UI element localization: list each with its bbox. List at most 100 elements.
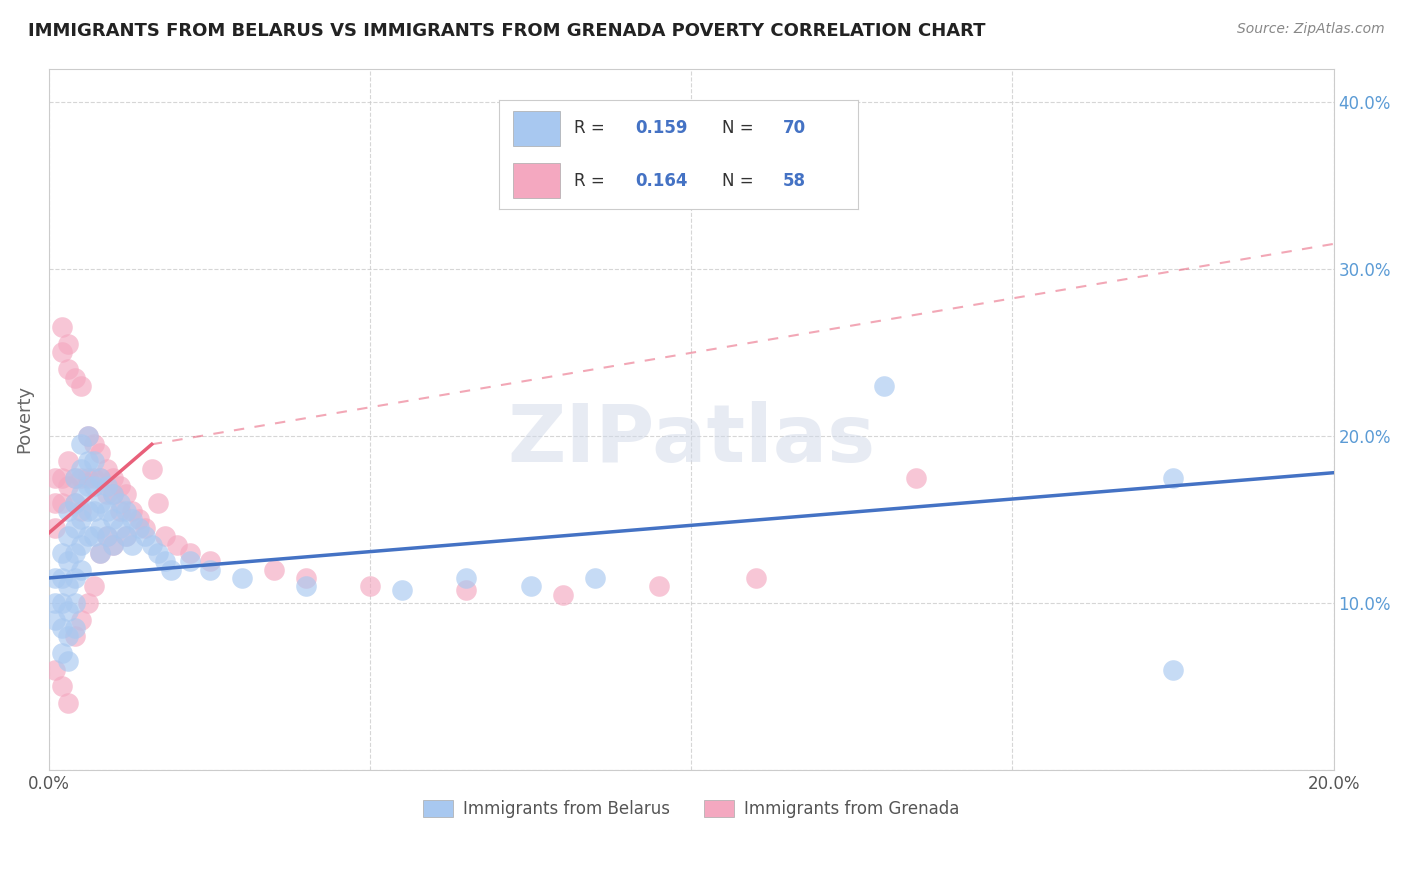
Point <box>70 379 93 393</box>
Point <box>58 529 80 543</box>
Point <box>70 487 93 501</box>
Point <box>103 487 125 501</box>
Point <box>58 554 80 568</box>
Point <box>295 579 318 593</box>
Point <box>295 571 318 585</box>
Point <box>153 554 176 568</box>
Point <box>44 471 66 485</box>
Point <box>873 379 896 393</box>
Point <box>103 512 125 526</box>
Point <box>83 471 105 485</box>
Point <box>76 429 98 443</box>
Point <box>51 596 73 610</box>
Point <box>76 504 98 518</box>
Point <box>103 537 125 551</box>
Point <box>263 563 285 577</box>
Point <box>44 663 66 677</box>
Point <box>70 471 93 485</box>
Point <box>83 454 105 468</box>
Point <box>63 546 86 560</box>
Point <box>115 487 138 501</box>
Point <box>103 537 125 551</box>
Point <box>519 579 541 593</box>
Point <box>70 537 93 551</box>
Point <box>63 471 86 485</box>
Point <box>198 563 221 577</box>
Point <box>83 479 105 493</box>
Point <box>51 680 73 694</box>
Point <box>70 462 93 476</box>
Point <box>115 529 138 543</box>
Point <box>89 496 111 510</box>
Point <box>153 529 176 543</box>
Point <box>83 504 105 518</box>
Point <box>141 537 163 551</box>
Point <box>115 529 138 543</box>
Text: ZIPatlas: ZIPatlas <box>508 401 876 479</box>
Point <box>51 496 73 510</box>
Point <box>160 563 183 577</box>
Point <box>58 579 80 593</box>
Point <box>134 521 156 535</box>
Point <box>108 479 131 493</box>
Point <box>108 496 131 510</box>
Point <box>103 471 125 485</box>
Point <box>44 496 66 510</box>
Point <box>44 613 66 627</box>
Point <box>198 554 221 568</box>
Point <box>76 471 98 485</box>
Point <box>51 621 73 635</box>
Text: Source: ZipAtlas.com: Source: ZipAtlas.com <box>1237 22 1385 37</box>
Point <box>744 571 766 585</box>
Point <box>51 345 73 359</box>
Point <box>63 571 86 585</box>
Point <box>583 571 606 585</box>
Point <box>141 462 163 476</box>
Point <box>648 579 671 593</box>
Point <box>96 462 118 476</box>
Point <box>121 504 143 518</box>
Point <box>76 479 98 493</box>
Point <box>89 546 111 560</box>
Point <box>58 629 80 643</box>
Point <box>44 571 66 585</box>
Point <box>96 487 118 501</box>
Point <box>128 512 150 526</box>
Point <box>108 521 131 535</box>
Point <box>1161 663 1184 677</box>
Point <box>70 437 93 451</box>
Point <box>58 504 80 518</box>
Point <box>76 454 98 468</box>
Point <box>115 504 138 518</box>
Point <box>58 337 80 351</box>
Point <box>58 696 80 710</box>
Point <box>44 596 66 610</box>
Point <box>146 546 169 560</box>
Point <box>76 596 98 610</box>
Point <box>58 362 80 376</box>
Point <box>83 437 105 451</box>
Point <box>166 537 188 551</box>
Point <box>128 521 150 535</box>
Point <box>179 554 201 568</box>
Point <box>51 646 73 660</box>
Point <box>44 521 66 535</box>
Point <box>456 571 478 585</box>
Point <box>134 529 156 543</box>
Point <box>121 512 143 526</box>
Point <box>89 471 111 485</box>
Legend: Immigrants from Belarus, Immigrants from Grenada: Immigrants from Belarus, Immigrants from… <box>416 793 966 825</box>
Point <box>76 429 98 443</box>
Point <box>391 582 413 597</box>
Point <box>89 521 111 535</box>
Point <box>51 546 73 560</box>
Point <box>551 588 574 602</box>
Text: IMMIGRANTS FROM BELARUS VS IMMIGRANTS FROM GRENADA POVERTY CORRELATION CHART: IMMIGRANTS FROM BELARUS VS IMMIGRANTS FR… <box>28 22 986 40</box>
Point <box>70 512 93 526</box>
Point <box>359 579 381 593</box>
Point <box>96 529 118 543</box>
Point <box>76 529 98 543</box>
Point <box>63 629 86 643</box>
Point <box>1161 471 1184 485</box>
Point <box>63 521 86 535</box>
